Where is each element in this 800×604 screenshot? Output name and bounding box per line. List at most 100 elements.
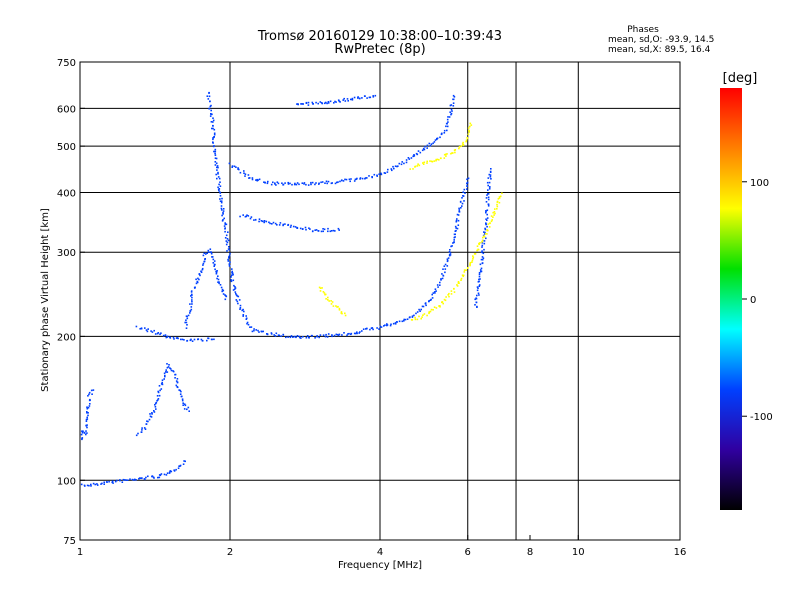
data-point	[457, 219, 460, 222]
data-point	[213, 136, 215, 139]
data-point	[454, 225, 457, 228]
data-point	[291, 183, 293, 186]
data-point	[479, 269, 482, 271]
data-point	[163, 473, 166, 476]
data-point	[460, 145, 463, 147]
data-point	[443, 153, 446, 156]
data-point	[315, 229, 318, 231]
data-point	[196, 281, 199, 284]
data-point	[219, 284, 222, 286]
data-point	[356, 177, 358, 180]
data-point	[321, 287, 323, 289]
data-point	[487, 184, 489, 187]
data-point	[186, 339, 189, 342]
data-point	[448, 251, 451, 253]
data-point	[238, 168, 240, 171]
data-point	[284, 182, 286, 184]
data-point	[175, 380, 178, 382]
data-point	[341, 334, 343, 336]
data-point	[101, 482, 103, 485]
data-point	[146, 420, 148, 422]
data-point	[282, 184, 284, 186]
data-point	[451, 110, 453, 112]
data-point	[183, 339, 185, 341]
data-point	[455, 229, 457, 232]
data-point	[216, 169, 218, 171]
data-point	[443, 132, 446, 134]
data-point	[217, 171, 219, 174]
data-point	[86, 426, 88, 429]
data-point	[446, 118, 449, 121]
data-point	[361, 177, 364, 180]
data-point	[186, 315, 188, 318]
data-point	[186, 408, 188, 411]
data-point	[147, 475, 149, 478]
data-point	[488, 226, 491, 228]
data-point	[344, 312, 346, 315]
data-point	[182, 463, 185, 465]
data-point	[431, 293, 433, 296]
data-point	[458, 282, 460, 284]
data-point	[431, 160, 434, 163]
data-point	[217, 166, 219, 169]
data-point	[224, 230, 226, 233]
data-point	[214, 161, 217, 163]
data-point	[326, 336, 329, 338]
data-point	[361, 97, 363, 99]
data-point	[423, 148, 426, 151]
data-point	[445, 153, 447, 156]
data-point	[176, 386, 179, 389]
data-point	[481, 262, 484, 264]
data-point	[468, 131, 470, 133]
data-point	[212, 119, 215, 122]
data-point	[227, 231, 229, 233]
data-point	[164, 334, 167, 336]
data-point	[334, 230, 336, 232]
data-point	[222, 208, 225, 210]
data-point	[169, 367, 171, 369]
data-point	[448, 116, 451, 118]
data-point	[356, 331, 358, 333]
data-point	[85, 430, 87, 432]
data-point	[472, 255, 474, 257]
data-point	[481, 246, 483, 248]
data-point	[496, 203, 498, 206]
data-point	[486, 229, 488, 231]
data-point	[96, 483, 98, 485]
data-point	[190, 338, 192, 341]
data-point	[211, 113, 213, 116]
data-point	[461, 197, 463, 199]
data-point	[418, 315, 420, 318]
data-point	[183, 460, 185, 462]
data-point	[443, 129, 446, 132]
data-point	[183, 408, 186, 410]
data-point	[287, 183, 290, 185]
data-point	[294, 182, 296, 185]
data-point	[103, 483, 105, 485]
data-point	[175, 468, 177, 471]
data-point	[135, 479, 137, 481]
data-point	[419, 310, 421, 312]
data-points	[80, 91, 503, 487]
data-point	[165, 371, 167, 373]
data-point	[237, 167, 239, 169]
data-point	[147, 328, 149, 330]
data-point	[329, 230, 332, 233]
data-point	[289, 336, 292, 339]
data-point	[224, 223, 227, 226]
data-point	[450, 104, 453, 106]
data-point	[125, 479, 127, 481]
data-point	[443, 265, 446, 267]
data-point	[213, 133, 216, 136]
data-point	[447, 257, 450, 259]
data-point	[466, 185, 468, 188]
colorbar-tick-label: 0	[750, 295, 756, 306]
data-point	[276, 181, 279, 183]
data-point	[228, 257, 230, 259]
data-point	[308, 336, 310, 339]
data-point	[392, 322, 395, 325]
data-point	[454, 151, 456, 154]
y-ticks: 75 100 200 300 400 500 600 750	[57, 58, 85, 547]
data-point	[159, 333, 161, 336]
data-point	[86, 484, 89, 487]
